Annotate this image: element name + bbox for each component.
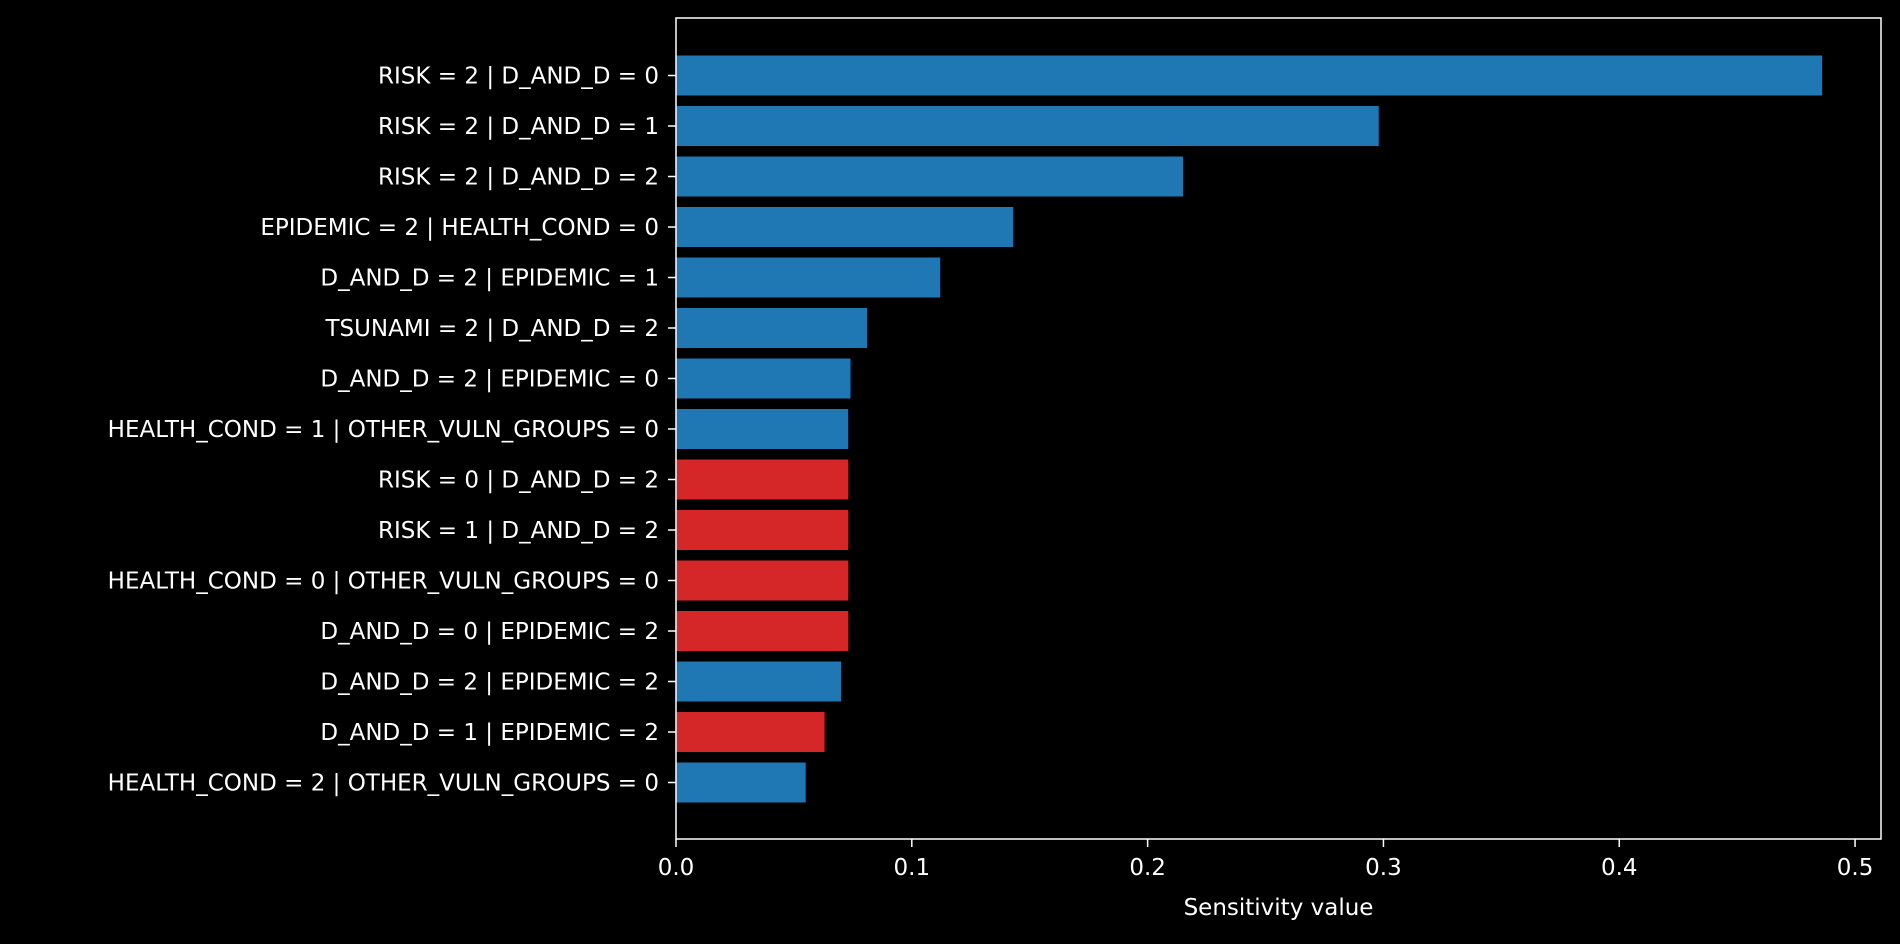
bar-6 xyxy=(676,358,851,399)
y-tick-label-6: D_AND_D = 2 | EPIDEMIC = 0 xyxy=(320,367,659,393)
x-tick-label-5: 0.5 xyxy=(1837,855,1874,881)
y-tick-label-4: D_AND_D = 2 | EPIDEMIC = 1 xyxy=(320,266,659,292)
y-tick-label-12: D_AND_D = 2 | EPIDEMIC = 2 xyxy=(320,670,659,696)
bar-9 xyxy=(676,510,849,550)
y-tick-label-10: HEALTH_COND = 0 | OTHER_VULN_GROUPS = 0 xyxy=(108,569,659,595)
bar-7 xyxy=(676,409,849,449)
y-tick-label-14: HEALTH_COND = 2 | OTHER_VULN_GROUPS = 0 xyxy=(108,771,659,797)
y-tick-label-3: EPIDEMIC = 2 | HEALTH_COND = 0 xyxy=(260,215,659,241)
bar-11 xyxy=(676,611,849,651)
x-axis-ticks: 0.0 0.1 0.2 0.3 0.4 0.5 xyxy=(658,839,1874,881)
y-tick-label-7: HEALTH_COND = 1 | OTHER_VULN_GROUPS = 0 xyxy=(108,417,659,443)
x-tick-label-1: 0.1 xyxy=(894,855,931,881)
y-tick-label-2: RISK = 2 | D_AND_D = 2 xyxy=(378,165,659,191)
y-axis-ticks: RISK = 2 | D_AND_D = 0 RISK = 2 | D_AND_D… xyxy=(108,64,676,797)
bar-14 xyxy=(676,762,806,803)
bar-12 xyxy=(676,661,842,702)
bar-10 xyxy=(676,560,849,601)
bar-1 xyxy=(676,106,1379,146)
y-tick-label-0: RISK = 2 | D_AND_D = 0 xyxy=(378,64,659,90)
y-tick-label-1: RISK = 2 | D_AND_D = 1 xyxy=(378,114,659,140)
bar-5 xyxy=(676,308,868,348)
y-tick-label-13: D_AND_D = 1 | EPIDEMIC = 2 xyxy=(320,720,659,746)
plot-frame xyxy=(675,17,1882,840)
y-tick-label-8: RISK = 0 | D_AND_D = 2 xyxy=(378,468,659,494)
y-tick-label-9: RISK = 1 | D_AND_D = 2 xyxy=(378,518,659,544)
bar-13 xyxy=(676,712,825,752)
x-axis-label: Sensitivity value xyxy=(1184,895,1374,921)
x-tick-label-2: 0.2 xyxy=(1129,855,1166,881)
bar-2 xyxy=(676,156,1183,197)
bar-0 xyxy=(676,55,1823,96)
bar-8 xyxy=(676,459,849,500)
y-tick-label-5: TSUNAMI = 2 | D_AND_D = 2 xyxy=(324,316,659,342)
bars-layer xyxy=(676,55,1823,803)
x-tick-label-3: 0.3 xyxy=(1365,855,1402,881)
y-tick-label-11: D_AND_D = 0 | EPIDEMIC = 2 xyxy=(320,619,659,645)
x-tick-label-0: 0.0 xyxy=(658,855,695,881)
x-tick-label-4: 0.4 xyxy=(1601,855,1638,881)
bar-4 xyxy=(676,257,941,298)
bar-3 xyxy=(676,207,1014,247)
